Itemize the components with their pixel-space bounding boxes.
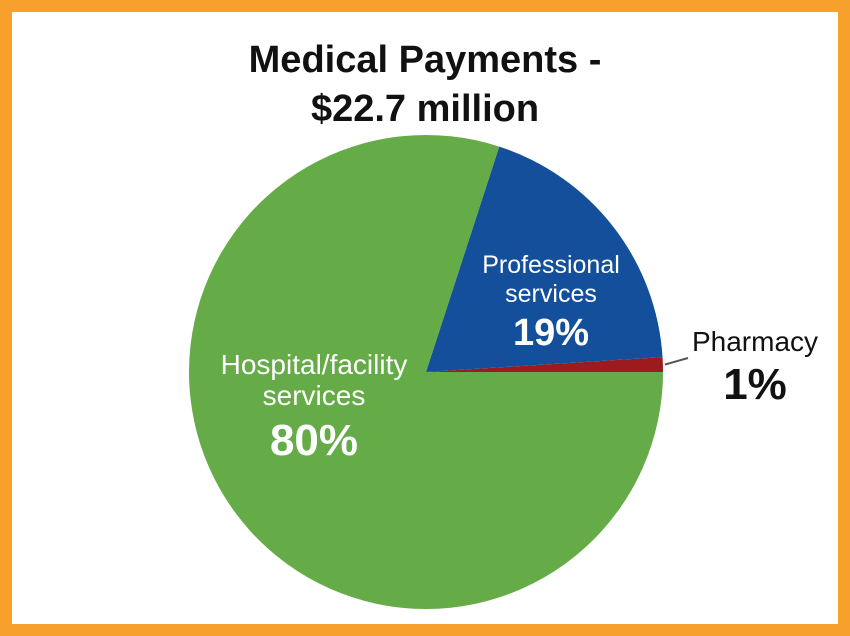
slice-label-hospital-line-2: services xyxy=(263,380,366,411)
slice-value-pharmacy: 1% xyxy=(723,360,787,409)
chart-title-line-2: $22.7 million xyxy=(310,88,540,130)
slice-value-professional: 19% xyxy=(513,312,589,354)
pie-slices xyxy=(188,134,664,609)
slice-value-hospital: 80% xyxy=(270,416,358,465)
pie-slice-hospital xyxy=(188,134,664,609)
chart-title-line-1: Medical Payments - xyxy=(248,39,602,81)
slice-label-hospital-line-1: Hospital/facility xyxy=(221,349,408,380)
slice-label-professional-line-1: Professional xyxy=(482,251,620,279)
pie-labels: Pharmacy1%Professionalservices19%Hospita… xyxy=(221,251,818,465)
pie-slice-professional xyxy=(426,146,663,372)
slice-label-pharmacy-line-1: Pharmacy xyxy=(692,326,818,357)
chart-title: Medical Payments - $22.7 million xyxy=(0,36,850,134)
pie-slice-pharmacy xyxy=(426,357,663,372)
slice-label-professional-line-2: services xyxy=(505,280,597,308)
leader-line-pharmacy xyxy=(664,357,689,366)
